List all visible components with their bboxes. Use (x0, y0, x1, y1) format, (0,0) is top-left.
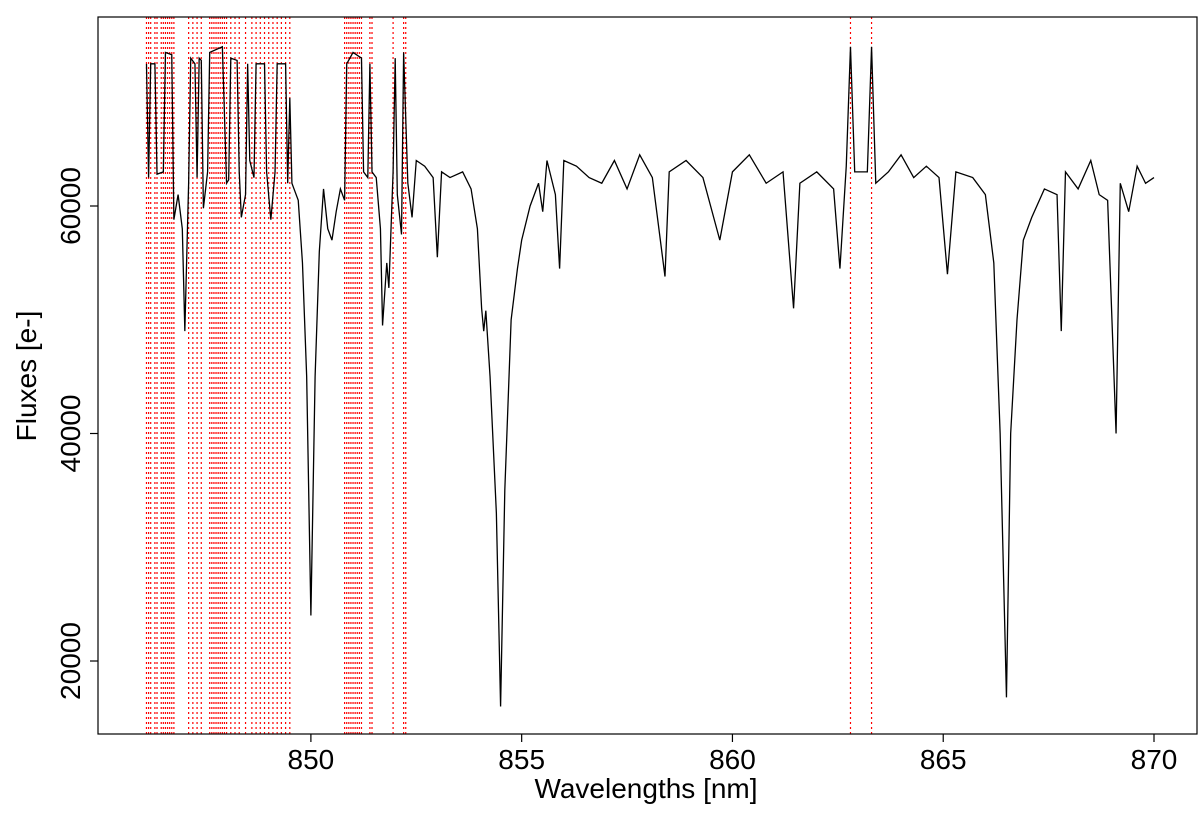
y-tick-label: 40000 (55, 395, 86, 473)
y-tick-label: 20000 (55, 622, 86, 700)
x-axis-label: Wavelengths [nm] (534, 773, 757, 804)
x-tick-label: 865 (920, 744, 967, 775)
spectrum-line (145, 45, 1155, 707)
y-tick-label: 60000 (55, 167, 86, 245)
x-tick-label: 855 (498, 744, 545, 775)
plot-frame (97, 16, 1198, 735)
x-tick-label: 860 (709, 744, 756, 775)
x-tick-label: 850 (288, 744, 335, 775)
y-axis-label: Fluxes [e-] (11, 311, 42, 442)
x-tick-label: 870 (1131, 744, 1178, 775)
